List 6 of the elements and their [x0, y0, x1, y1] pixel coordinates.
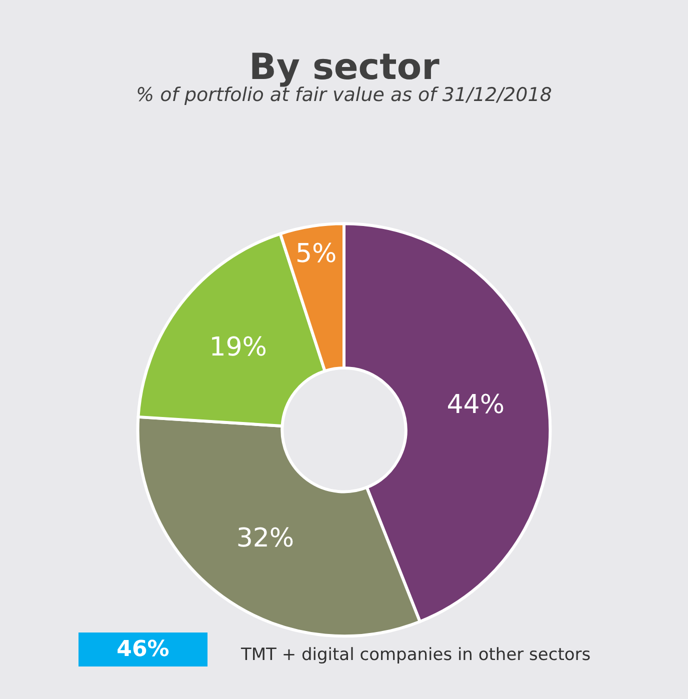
data-label: 5%: [295, 238, 337, 269]
data-label: 19%: [209, 332, 267, 363]
data-label: 44%: [446, 390, 505, 420]
data-label: 32%: [236, 523, 294, 554]
text: 46%: [116, 637, 170, 662]
text: TMT + digital companies in other sectors: [240, 645, 591, 665]
